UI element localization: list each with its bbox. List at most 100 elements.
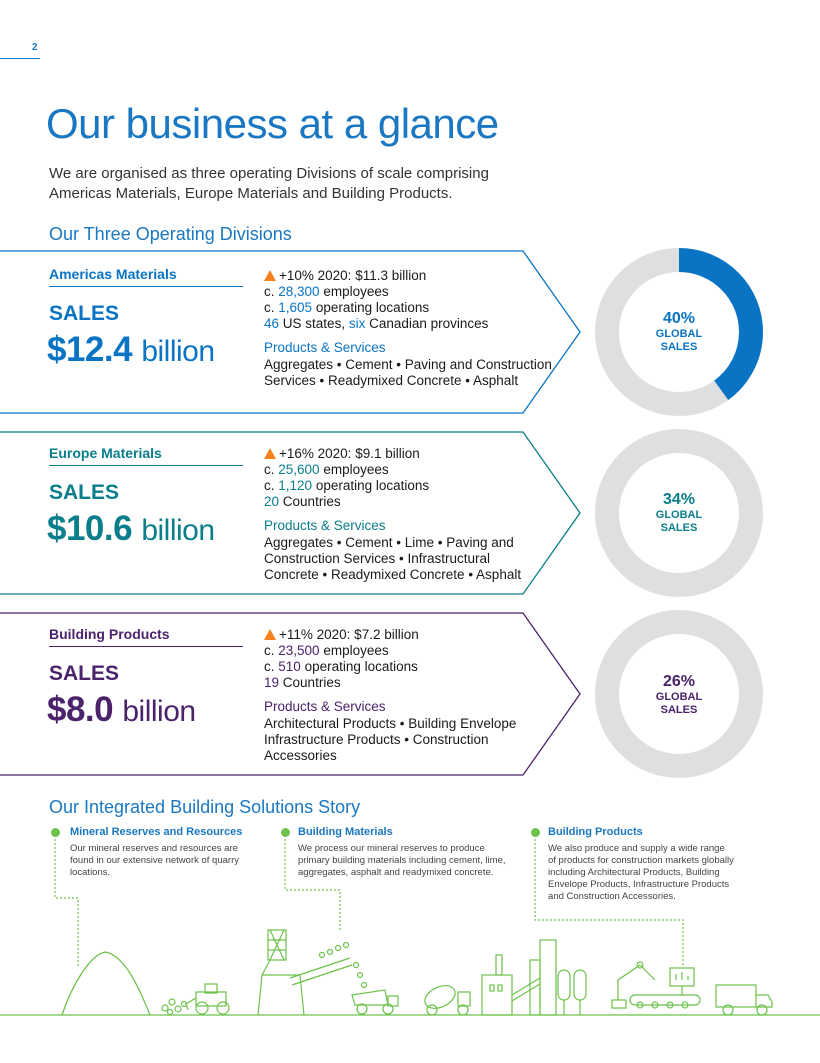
products-services-line: Services • Readymixed Concrete • Asphalt xyxy=(264,373,519,388)
page-number: 2 xyxy=(32,42,38,53)
products-services-line: Aggregates • Cement • Paving and Constru… xyxy=(264,357,552,372)
sales-unit: billion xyxy=(122,695,196,728)
growth-text: +16% 2020: $9.1 billion xyxy=(279,446,420,461)
sales-unit: billion xyxy=(141,335,215,368)
sales-label: SALES xyxy=(49,481,120,504)
global-sales-label: 26% GLOBAL SALES xyxy=(639,673,719,717)
geo-count: 19 xyxy=(264,675,280,690)
story-line: aggregates, asphalt and readymixed concr… xyxy=(298,867,494,878)
sales-unit: billion xyxy=(141,514,215,547)
locations-label: operating locations xyxy=(315,478,430,493)
locations-count: 1,605 xyxy=(278,300,313,315)
global-sales-donut-building xyxy=(595,610,763,778)
conveyor-belt-icon xyxy=(289,941,368,989)
division-rule xyxy=(49,286,243,287)
story-line: primary building materials including cem… xyxy=(298,855,506,866)
story-item-heading: Building Products xyxy=(548,826,643,838)
story-line: Envelope Products, Infrastructure Produc… xyxy=(548,879,730,890)
global-sales-label: 40% GLOBAL SALES xyxy=(639,310,719,354)
products-services-heading: Products & Services xyxy=(264,518,386,533)
division-name: Europe Materials xyxy=(49,445,162,461)
locations-count: 1,120 xyxy=(278,478,313,493)
story-bullet-dot xyxy=(281,828,290,837)
story-line: of products for construction markets glo… xyxy=(548,855,734,866)
products-services-line: Infrastructure Products • Construction xyxy=(264,732,489,747)
geo-label-2: Canadian provinces xyxy=(369,316,489,331)
division-stats: +11% 2020: $7.2 billion c. 23,500 employ… xyxy=(264,627,517,763)
story-line: including Architectural Products, Buildi… xyxy=(548,867,720,878)
products-services-heading: Products & Services xyxy=(264,340,386,355)
products-services-line: Aggregates • Cement • Lime • Paving and xyxy=(264,535,514,550)
quarry-mound-icon xyxy=(61,951,151,1016)
geo-label: US states, xyxy=(282,316,346,331)
sales-amount: $10.6 billion xyxy=(47,509,215,549)
donut-track xyxy=(595,429,763,597)
employees-label: employees xyxy=(323,284,389,299)
dotted-connectors xyxy=(54,835,684,968)
division-stats: +16% 2020: $9.1 billion c. 25,600 employ… xyxy=(264,446,522,582)
robotic-arm-icon xyxy=(611,961,656,1009)
story-line: Our mineral reserves and resources are xyxy=(70,843,238,854)
division-rule xyxy=(49,646,243,647)
dump-truck-icon xyxy=(351,989,399,1015)
locations-count: 510 xyxy=(278,659,301,674)
story-line: found in our extensive network of quarry xyxy=(70,855,239,866)
production-line-icon xyxy=(629,967,701,1009)
geo-count: 20 xyxy=(264,494,280,509)
division-stats: +10% 2020: $11.3 billion c. 28,300 emplo… xyxy=(264,268,552,388)
story-item-text: Our mineral reserves and resources are f… xyxy=(70,843,239,879)
division-frame-americas xyxy=(0,250,581,414)
aggregate-pile-icon xyxy=(161,998,188,1016)
global-sales-line2: SALES xyxy=(660,704,698,716)
page-title: Our business at a glance xyxy=(46,100,499,147)
geo-count-2: six xyxy=(348,316,366,331)
products-services-line: Concrete • Readymixed Concrete • Asphalt xyxy=(264,567,522,582)
global-sales-percent: 34% xyxy=(662,491,696,508)
story-line: locations. xyxy=(70,867,111,878)
story-bullet-dot xyxy=(531,828,540,837)
sales-value: $8.0 xyxy=(47,690,114,729)
growth-up-icon xyxy=(264,448,276,459)
global-sales-percent: 26% xyxy=(662,673,696,690)
story-item-text: We also produce and supply a wide range … xyxy=(548,843,734,903)
employees-label: employees xyxy=(323,462,389,477)
division-rule xyxy=(49,465,243,466)
page-number-rule xyxy=(0,58,40,59)
donut-share-arc xyxy=(595,248,763,416)
division-name: Building Products xyxy=(49,626,170,642)
delivery-truck-icon xyxy=(715,984,773,1016)
sales-amount: $8.0 billion xyxy=(47,690,196,730)
sales-value: $10.6 xyxy=(47,509,133,548)
growth-text: +11% 2020: $7.2 billion xyxy=(279,627,419,642)
sales-label: SALES xyxy=(49,662,120,685)
loader-vehicle-icon xyxy=(185,983,230,1015)
products-services-line: Architectural Products • Building Envelo… xyxy=(264,716,517,731)
locations-label: operating locations xyxy=(304,659,418,674)
geo-count: 46 xyxy=(264,316,280,331)
sales-amount: $12.4 billion xyxy=(47,330,215,370)
divisions-heading: Our Three Operating Divisions xyxy=(49,224,292,244)
global-sales-donut-europe xyxy=(595,429,763,597)
global-sales-line2: SALES xyxy=(660,522,698,534)
division-frame-europe xyxy=(0,431,581,595)
story-item-text: We process our mineral reserves to produ… xyxy=(298,843,506,879)
story-line: We process our mineral reserves to produ… xyxy=(298,843,485,854)
employees-label: employees xyxy=(323,643,389,658)
global-sales-line2: SALES xyxy=(660,341,698,353)
story-line: and Construction Accessories. xyxy=(548,891,676,902)
global-sales-line1: GLOBAL xyxy=(655,328,703,340)
story-item-heading: Building Materials xyxy=(298,826,393,838)
employees-count: 25,600 xyxy=(278,462,320,477)
story-line: We also produce and supply a wide range xyxy=(548,843,725,854)
geo-label: Countries xyxy=(282,675,341,690)
growth-text: +10% 2020: $11.3 billion xyxy=(279,268,427,283)
products-services-heading: Products & Services xyxy=(264,699,386,714)
global-sales-line1: GLOBAL xyxy=(655,509,703,521)
cement-plant-icon xyxy=(481,939,587,1016)
division-name: Americas Materials xyxy=(49,266,177,282)
story-item-heading: Mineral Reserves and Resources xyxy=(70,826,243,838)
global-sales-donut-americas xyxy=(595,248,763,416)
employees-count: 23,500 xyxy=(278,643,320,658)
